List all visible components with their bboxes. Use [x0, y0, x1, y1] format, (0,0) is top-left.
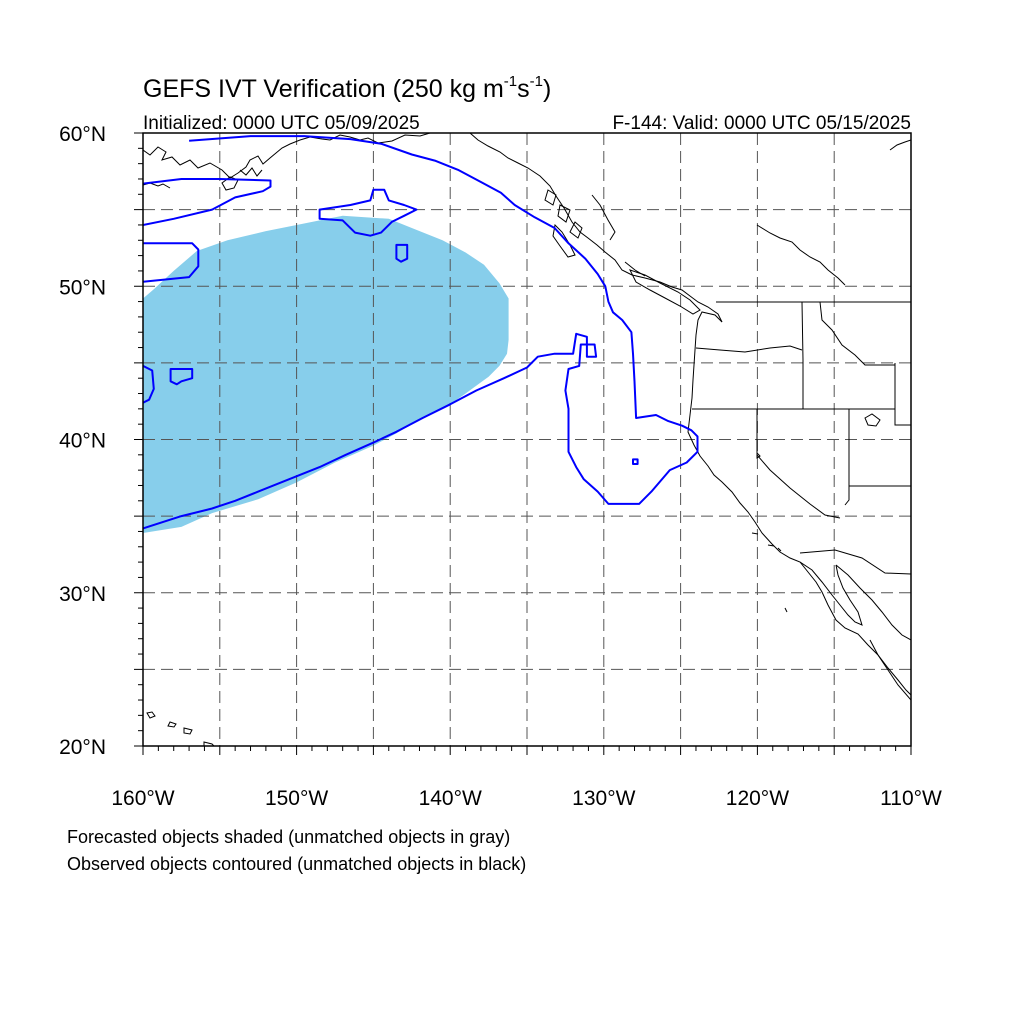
idaho-west-border — [801, 301, 804, 409]
coastlines-and-borders — [143, 133, 911, 746]
haida-gwaii — [552, 223, 576, 258]
map-title-main: GEFS IVT Verification (250 kg m — [143, 75, 504, 103]
hudson-coast-snippet — [756, 224, 846, 286]
longitude-tick-label: 160°W — [111, 787, 174, 810]
kodiak-island — [221, 176, 239, 191]
baja-california-coast — [799, 561, 863, 626]
map-title: GEFS IVT Verification (250 kg m-1s-1) — [143, 73, 551, 103]
observed-object-contour — [318, 188, 418, 237]
latitude-tick-label: 20°N — [59, 736, 106, 759]
init-time-label: Initialized: 0000 UTC 05/09/2025 — [143, 113, 420, 134]
observed-object-contour — [143, 365, 155, 404]
frame-tick-marks — [134, 132, 912, 755]
alaska-inlet — [239, 167, 263, 177]
us-west-coastline — [687, 311, 911, 696]
se-alaska-coastline — [469, 133, 723, 323]
map-title-exponent-1: -1 — [504, 73, 517, 90]
observed-object-contour — [143, 242, 200, 283]
hawaii-island-oahu — [167, 721, 177, 728]
longitude-tick-label: 110°W — [880, 787, 942, 810]
nevada-utah-border — [844, 409, 850, 506]
panhandle-island-3 — [569, 221, 583, 239]
hawaii-island-kauai — [146, 711, 156, 719]
longitude-tick-label: 140°W — [419, 787, 482, 810]
latitude-tick-label: 60°N — [59, 123, 106, 146]
hawaii-island-big — [203, 741, 215, 746]
observed-object-contour — [169, 368, 194, 386]
observed-object-contour — [632, 458, 639, 465]
mexico-mainland-coast — [869, 639, 911, 701]
vancouver-island — [629, 269, 701, 315]
observed-object-contour — [395, 243, 409, 263]
map-title-exponent-2: -1 — [530, 73, 543, 90]
longitude-tick-label: 130°W — [572, 787, 635, 810]
great-salt-lake — [864, 413, 881, 427]
channel-islands — [751, 532, 788, 613]
latitude-tick-label: 30°N — [59, 583, 106, 606]
observed-object-contour — [143, 178, 272, 226]
bc-fjords — [591, 194, 616, 241]
hawaii-island-maui — [183, 727, 193, 735]
longitude-tick-label: 150°W — [265, 787, 328, 810]
caption-observed: Observed objects contoured (unmatched ob… — [67, 854, 526, 874]
observed-object-contour — [143, 135, 699, 530]
washington-oregon-border — [695, 345, 803, 353]
wyoming-border — [894, 363, 911, 426]
map-title-mid: s — [517, 75, 530, 103]
latitude-tick-label: 50°N — [59, 276, 106, 299]
latitude-tick-labels: 60°N 50°N 40°N 30°N 20°N — [59, 123, 106, 759]
map-title-end: ) — [543, 75, 551, 103]
panhandle-island-2 — [557, 204, 571, 223]
canada-arctic-coast — [889, 139, 911, 151]
forecast-ivt-object-shading — [143, 215, 509, 534]
panhandle-island-1 — [544, 189, 557, 206]
observed-ivt-object-contours — [143, 135, 699, 530]
gulf-of-california-coast — [835, 564, 911, 641]
lat-lon-grid — [143, 133, 911, 746]
caption-forecast: Forecasted objects shaded (unmatched obj… — [67, 827, 510, 847]
latitude-tick-label: 40°N — [59, 430, 106, 453]
idaho-montana-border — [819, 301, 895, 366]
valid-time-label: F-144: Valid: 0000 UTC 05/15/2025 — [612, 113, 911, 134]
longitude-tick-label: 120°W — [726, 787, 789, 810]
map-plot-area — [143, 133, 911, 746]
alaska-coastline — [143, 133, 431, 179]
lake-tahoe — [756, 451, 761, 459]
arizona-mexico-border — [799, 549, 911, 575]
longitude-tick-labels: 160°W 150°W 140°W 130°W 120°W 110°W — [111, 787, 942, 810]
